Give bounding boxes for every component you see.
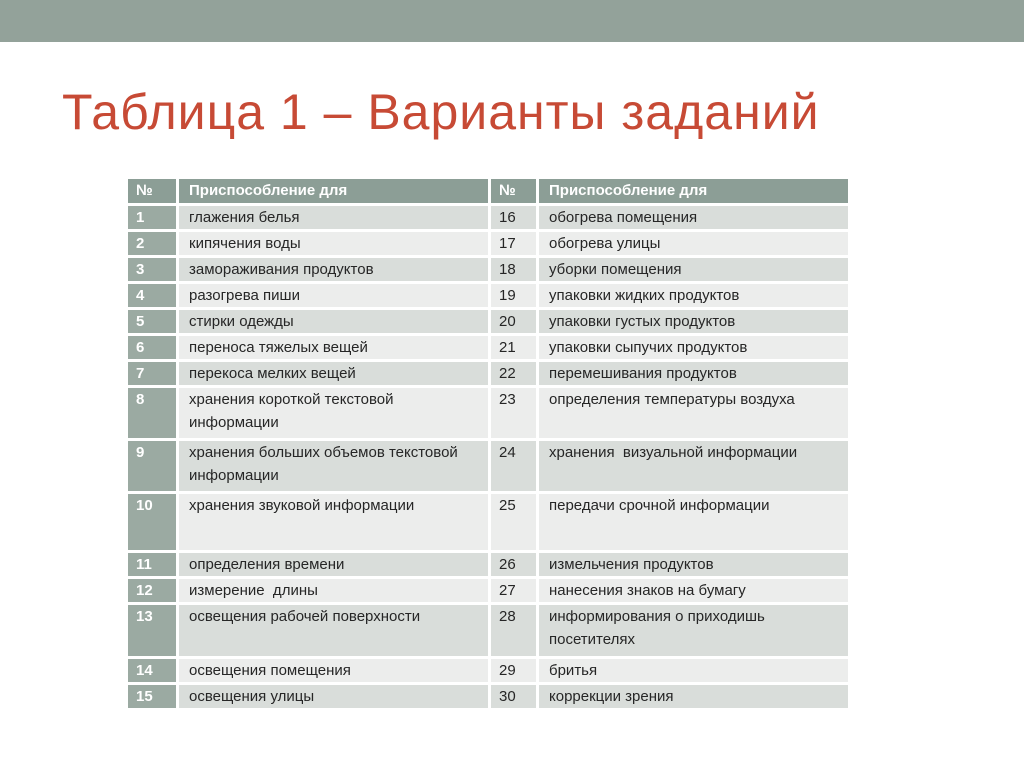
variant-number-cell: 19 [491,284,536,307]
variant-number-cell: 29 [491,659,536,682]
variant-number-cell: 13 [128,605,176,656]
task-cell: нанесения знаков на бумагу [539,579,848,602]
task-cell: переноса тяжелых вещей [179,336,488,359]
variant-number-cell: 8 [128,388,176,438]
task-cell: хранения короткой текстовой информации [179,388,488,438]
variants-table: № Приспособление для № Приспособление дл… [125,176,851,711]
task-cell: хранения звуковой информации [179,494,488,550]
variant-number-cell: 14 [128,659,176,682]
variant-number-cell: 23 [491,388,536,438]
task-cell: уборки помещения [539,258,848,281]
variant-number-cell: 11 [128,553,176,576]
table-row: 6 переноса тяжелых вещей 21 упаковки сып… [128,336,848,359]
table-row: 3 замораживания продуктов 18 уборки поме… [128,258,848,281]
table-row: 15 освещения улицы 30 коррекции зрения [128,685,848,708]
task-cell: перекоса мелких вещей [179,362,488,385]
table-row: 1 глажения белья 16 обогрева помещения [128,206,848,229]
task-cell: определения времени [179,553,488,576]
variant-number-cell: 7 [128,362,176,385]
variant-number-cell: 6 [128,336,176,359]
task-cell: коррекции зрения [539,685,848,708]
variant-number-cell: 24 [491,441,536,491]
task-cell: освещения улицы [179,685,488,708]
task-cell: освещения помещения [179,659,488,682]
task-cell: обогрева улицы [539,232,848,255]
variant-number-cell: 26 [491,553,536,576]
table-row: 11 определения времени 26 измельчения пр… [128,553,848,576]
task-cell: хранения больших объемов текстовой инфор… [179,441,488,491]
variant-number-cell: 1 [128,206,176,229]
table-row: 14 освещения помещения 29 бритья [128,659,848,682]
variant-number-cell: 18 [491,258,536,281]
table-row: 13 освещения рабочей поверхности 28 инфо… [128,605,848,656]
header-cell-task-right: Приспособление для [539,179,848,203]
task-cell: упаковки сыпучих продуктов [539,336,848,359]
table-row: 8 хранения короткой текстовой информации… [128,388,848,438]
variant-number-cell: 15 [128,685,176,708]
task-cell: перемешивания продуктов [539,362,848,385]
task-cell: разогрева пиши [179,284,488,307]
variant-number-cell: 10 [128,494,176,550]
variant-number-cell: 5 [128,310,176,333]
variant-number-cell: 25 [491,494,536,550]
task-cell: замораживания продуктов [179,258,488,281]
variant-number-cell: 21 [491,336,536,359]
header-cell-task-left: Приспособление для [179,179,488,203]
task-cell: упаковки густых продуктов [539,310,848,333]
table-header-row: № Приспособление для № Приспособление дл… [128,179,848,203]
variant-number-cell: 4 [128,284,176,307]
task-cell: стирки одежды [179,310,488,333]
variant-number-cell: 3 [128,258,176,281]
table-row: 12 измерение длины 27 нанесения знаков н… [128,579,848,602]
table-row: 9 хранения больших объемов текстовой инф… [128,441,848,491]
variant-number-cell: 9 [128,441,176,491]
table-row: 4 разогрева пиши 19 упаковки жидких прод… [128,284,848,307]
task-cell: информирования о приходишь посетителях [539,605,848,656]
task-cell: передачи срочной информации [539,494,848,550]
variant-number-cell: 30 [491,685,536,708]
task-cell: освещения рабочей поверхности [179,605,488,656]
variant-number-cell: 20 [491,310,536,333]
task-cell: измерение длины [179,579,488,602]
slide-title: Таблица 1 – Варианты заданий [62,84,820,140]
task-cell: определения температуры воздуха [539,388,848,438]
header-cell-num-left: № [128,179,176,203]
task-cell: обогрева помещения [539,206,848,229]
top-accent-bar [0,0,1024,42]
header-cell-num-right: № [491,179,536,203]
task-cell: кипячения воды [179,232,488,255]
table-row: 5 стирки одежды 20 упаковки густых проду… [128,310,848,333]
task-cell: глажения белья [179,206,488,229]
variant-number-cell: 12 [128,579,176,602]
table-row: 7 перекоса мелких вещей 22 перемешивания… [128,362,848,385]
variant-number-cell: 17 [491,232,536,255]
table-row: 10 хранения звуковой информации 25 перед… [128,494,848,550]
variant-number-cell: 2 [128,232,176,255]
task-cell: хранения визуальной информации [539,441,848,491]
table-row: 2 кипячения воды 17 обогрева улицы [128,232,848,255]
variant-number-cell: 22 [491,362,536,385]
task-cell: упаковки жидких продуктов [539,284,848,307]
variant-number-cell: 27 [491,579,536,602]
task-cell: бритья [539,659,848,682]
task-cell: измельчения продуктов [539,553,848,576]
variant-number-cell: 28 [491,605,536,656]
variant-number-cell: 16 [491,206,536,229]
